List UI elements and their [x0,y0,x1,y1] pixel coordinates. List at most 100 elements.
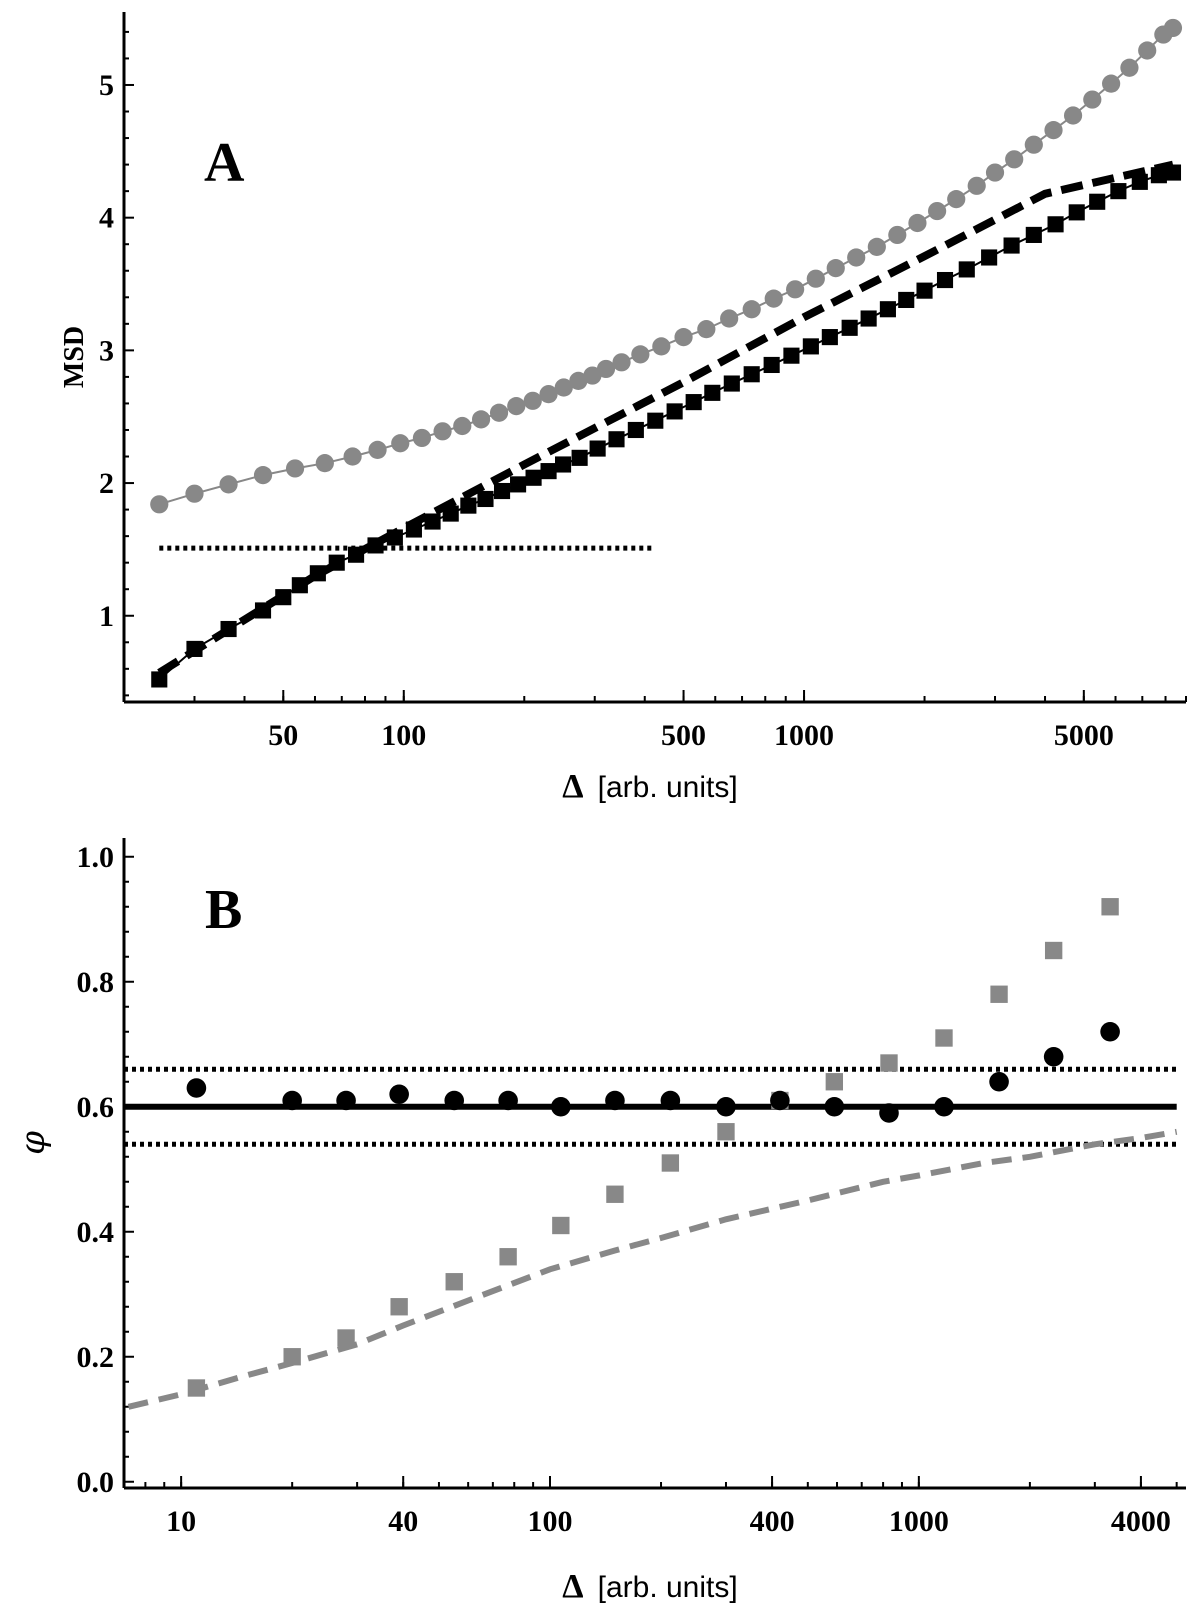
panel-b-gray-dashed-curve [127,1128,1178,1410]
panel-a-data-point-square [291,577,308,594]
panel-b-x-axis-label-units: [arb. units] [598,1571,738,1604]
panel-a-data-point-square [763,356,780,374]
panel-a-points [150,18,1183,688]
panel-a-data-point-circle [471,410,491,429]
panel-b-data-point-circle [824,1096,845,1117]
panel-b-data-point-square [445,1273,463,1291]
panel-a-data-point-square [186,640,203,657]
panel-a-x-tick-label: 100 [381,719,426,752]
panel-a-data-point-circle [253,465,273,485]
panel-a-data-point-square [860,310,877,327]
panel-a-data-point-square [1164,164,1182,181]
panel-b-data-point-square [717,1123,735,1141]
panel-a-data-point-square [328,554,345,571]
panel-a-data-point-circle [433,422,452,441]
panel-a-data-point-circle [523,391,542,410]
panel-a-data-point-square [424,513,441,530]
panel-b-data-point-square [825,1073,844,1091]
panel-a-data-point-square [916,282,933,299]
panel-a-data-point-square [898,291,915,309]
panel-a-data-point-circle [185,484,204,503]
panel-a-data-point-circle [368,440,387,459]
panel-a-data-point-circle [1163,18,1183,38]
panel-b-data-point-circle [989,1071,1009,1092]
panel-b-data-point-circle [934,1096,954,1117]
panel-a-y-tick-label: 4 [99,202,114,235]
panel-a-data-point-circle [697,320,716,339]
panel-b-annotation: B [205,879,242,941]
panel-a-data-point-square [493,482,511,500]
panel-a-data-point-circle [742,300,761,319]
panel-b-data-point-square [1044,941,1063,960]
panel-b-y-axis-label: φ [13,1131,53,1155]
panel-b-data-point-circle [336,1090,356,1111]
panel-b-data-point-circle [551,1096,571,1117]
panel-a-data-point-circle [343,447,362,466]
panel-a-data-point-square [554,456,572,473]
panel-a-data-point-circle [391,434,410,453]
panel-a-data-point-square [1089,193,1106,210]
panel-a-data-point-circle [947,189,966,209]
panel-a-data-point-circle [554,378,573,397]
panel-a-data-point-circle [315,454,334,473]
panel-a-data-point-circle [867,237,886,256]
panel-a-y-tick-label: 3 [99,334,114,367]
panel-b-data-point-circle [879,1103,899,1123]
panel-a-data-point-square [783,347,800,364]
panel-a-data-point-circle [847,248,866,267]
panel-a-x-axis-label-units: [arb. units] [598,771,738,804]
panel-a-data-point-square [723,375,740,392]
panel-a-data-point-square [666,403,683,420]
panel-b-data-point-square [552,1216,570,1235]
panel-a-data-point-circle [1063,106,1083,125]
panel-b-data-point-circle [1100,1021,1120,1042]
panel-b-data-point-circle [498,1090,518,1111]
panel-a-x-tick-label: 1000 [774,719,834,752]
panel-a-x-tick-label: 5000 [1054,719,1114,752]
panel-b-data-point-circle [716,1096,736,1117]
panel-a-data-point-circle [888,225,907,245]
panel-b-data-point-circle [1043,1046,1064,1067]
panel-a-data-point-square [936,271,954,289]
panel-b-data-point-square [1101,898,1119,916]
panel-a-data-point-circle [786,280,805,299]
panel-a-data-point-square [704,384,721,401]
panel-b-data-point-square [661,1154,680,1172]
panel-a-data-point-square [309,565,326,582]
panel-a-ticks: 1 2 3 4 5 50 100 500 1000 5000 [99,30,1187,752]
panel-a-x-axis-label: Δ [arb. units] [562,768,737,805]
panel-a-data-point-square [879,301,896,318]
panel-a-data-point-square [981,249,998,266]
panel-b-x-tick-label: 1000 [889,1505,949,1538]
panel-b-data-point-square [187,1379,206,1397]
panel-a-data-point-circle [1044,120,1063,140]
panel-a-data-point-circle [453,416,472,436]
panel-a-data-point-circle [652,337,671,356]
panel-a-data-point-circle [928,201,947,221]
panel-a-x-tick-label: 500 [661,719,706,752]
panel-b-y-tick-label: 1.0 [77,841,115,874]
panel-a-data-point-circle [507,396,526,416]
panel-b-data-point-circle [660,1090,681,1111]
panel-a-data-point-square [151,671,168,688]
panel-a-data-point-square [1025,226,1042,243]
panel-a-data-point-square [627,421,644,439]
panel-b-data-point-circle [186,1078,207,1098]
panel-a-data-point-circle [539,385,558,404]
panel-b-lines [124,1066,1178,1410]
panel-a-data-point-square [367,537,384,554]
panel-b-x-tick-label: 40 [388,1505,418,1538]
panel-a-y-axis-label: MSD [59,326,90,388]
panel-a-data-point-square [802,338,819,355]
panel-a-data-point-circle [631,345,650,364]
panel-b-data-point-square [390,1298,408,1316]
panel-b-data-point-square [283,1348,301,1366]
panel-b-y-tick-label: 0.6 [77,1091,115,1124]
panel-a-y-tick-label: 2 [99,467,114,500]
panel-a-data-point-circle [596,359,616,379]
panel-a-data-point-square [510,476,527,493]
panel-b-x-tick-label: 10 [166,1505,196,1538]
panel-a-data-point-square [608,431,625,448]
panel-a-data-point-square [1068,204,1085,221]
panel-a-data-point-circle [806,269,825,288]
